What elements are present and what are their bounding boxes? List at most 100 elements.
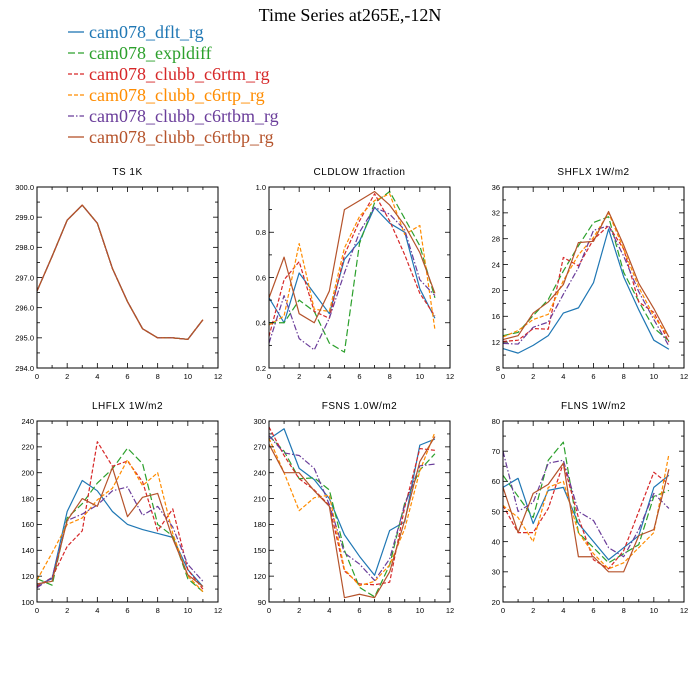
series-line <box>268 431 436 587</box>
y-tick-label: 220 <box>21 443 34 452</box>
series-line <box>36 204 204 340</box>
series-line <box>502 474 670 561</box>
series-line <box>502 451 670 558</box>
y-tick-label: 270 <box>253 443 266 452</box>
y-tick-label: 298.0 <box>15 243 34 252</box>
y-tick-label: 294.0 <box>15 364 34 373</box>
panel-title: SHFLX 1W/m2 <box>557 167 629 178</box>
x-tick-label: 12 <box>446 606 454 615</box>
x-tick-label: 0 <box>501 606 505 615</box>
series-line <box>36 466 204 587</box>
x-tick-label: 2 <box>297 372 301 381</box>
series-line <box>36 204 204 340</box>
x-tick-label: 10 <box>184 606 192 615</box>
series-line <box>268 193 436 337</box>
y-tick-label: 296.0 <box>15 303 34 312</box>
x-tick-label: 8 <box>156 606 160 615</box>
y-tick-label: 210 <box>253 494 266 503</box>
series-line <box>502 462 670 570</box>
x-tick-label: 6 <box>591 606 595 615</box>
x-tick-label: 6 <box>125 372 129 381</box>
x-tick-label: 0 <box>35 606 39 615</box>
series-line <box>268 190 436 324</box>
y-tick-label: 0.6 <box>256 273 266 282</box>
x-tick-label: 10 <box>650 372 658 381</box>
chart-panel: FSNS 1.0W/m2 0 2 4 6 8 10 12 90 120 150 180 210 240 27… <box>253 401 454 615</box>
legend-entry: cam078_clubb_c6rtbm_rg <box>89 106 279 126</box>
x-tick-label: 8 <box>622 606 626 615</box>
y-tick-label: 140 <box>21 546 34 555</box>
y-tick-label: 80 <box>492 417 500 426</box>
y-tick-label: 0.2 <box>256 364 266 373</box>
y-tick-label: 180 <box>253 520 266 529</box>
y-tick-label: 160 <box>21 520 34 529</box>
plot-frame <box>36 420 219 603</box>
series-line <box>502 212 670 338</box>
plot-frame <box>36 186 219 369</box>
plot-frame <box>502 420 685 603</box>
panels: TS 1K0 2 4 6 8 10 12294.0295.0296.0297.0298.02… <box>15 167 688 615</box>
legend-entry: cam078_clubb_c6rtbp_rg <box>89 127 274 147</box>
y-tick-label: 200 <box>21 469 34 478</box>
chart-panel: CLDLOW 1fraction 0 2 4 6 8 10 12 0.2 0.4 0.6 0.8 1.0 <box>256 167 455 381</box>
chart-panel: FLNS 1W/m2 0 2 4 6 8 10 12 20 30 40 50 60 70 80 <box>492 401 689 615</box>
series-line <box>502 454 670 570</box>
x-tick-label: 0 <box>267 606 271 615</box>
plot-frame <box>268 420 451 603</box>
x-tick-label: 0 <box>501 372 505 381</box>
x-tick-label: 6 <box>125 606 129 615</box>
y-tick-label: 240 <box>253 469 266 478</box>
x-tick-label: 12 <box>680 372 688 381</box>
y-tick-label: 300.0 <box>15 183 34 192</box>
y-tick-label: 24 <box>492 260 500 269</box>
series-line <box>36 204 204 340</box>
series-line <box>502 225 670 343</box>
x-tick-label: 8 <box>388 372 392 381</box>
series-line <box>502 210 670 341</box>
y-tick-label: 299.0 <box>15 213 34 222</box>
y-tick-label: 120 <box>253 572 266 581</box>
x-tick-label: 0 <box>35 372 39 381</box>
series-line <box>502 462 670 573</box>
panel-title: CLDLOW 1fraction <box>314 167 406 178</box>
x-tick-label: 10 <box>184 372 192 381</box>
chart-panel: LHFLX 1W/m2 0 2 4 6 8 10 12 100 120 140 160 180 200 22… <box>21 401 222 615</box>
panel-title: LHFLX 1W/m2 <box>92 401 163 412</box>
y-tick-label: 0.4 <box>256 319 266 328</box>
panel-title: FSNS 1.0W/m2 <box>322 401 397 412</box>
y-tick-label: 28 <box>492 235 500 244</box>
series-line <box>268 193 436 330</box>
x-tick-label: 0 <box>267 372 271 381</box>
x-tick-label: 8 <box>156 372 160 381</box>
legend-entry: cam078_dflt_rg <box>89 22 204 42</box>
x-tick-label: 4 <box>561 372 565 381</box>
series-line <box>502 441 670 564</box>
y-tick-label: 0.8 <box>256 228 266 237</box>
legend-entry: cam078_clubb_c6rtp_rg <box>89 85 265 105</box>
x-tick-label: 6 <box>357 372 361 381</box>
series-line <box>502 228 670 354</box>
series-line <box>268 206 436 324</box>
y-tick-label: 20 <box>492 598 500 607</box>
chart-panel: TS 1K 0 2 4 6 8 10 12 294.0 295.0 296.0 297.0 298.0 2… <box>15 167 222 381</box>
x-tick-label: 2 <box>297 606 301 615</box>
x-tick-label: 4 <box>327 372 331 381</box>
y-tick-label: 40 <box>492 537 500 546</box>
y-tick-label: 297.0 <box>15 273 34 282</box>
series-line <box>269 190 436 353</box>
y-tick-label: 180 <box>21 494 34 503</box>
plot-frame <box>502 186 685 369</box>
series-line <box>268 435 435 582</box>
series-line <box>268 426 435 586</box>
x-tick-label: 4 <box>95 372 99 381</box>
plot-frame <box>268 186 451 369</box>
x-tick-label: 10 <box>650 606 658 615</box>
panel-title: TS 1K <box>112 167 142 178</box>
series-line <box>36 459 204 593</box>
y-tick-label: 12 <box>492 338 500 347</box>
x-tick-label: 2 <box>531 606 535 615</box>
y-tick-label: 295.0 <box>15 334 34 343</box>
y-tick-label: 120 <box>21 572 34 581</box>
series-line <box>36 204 204 340</box>
